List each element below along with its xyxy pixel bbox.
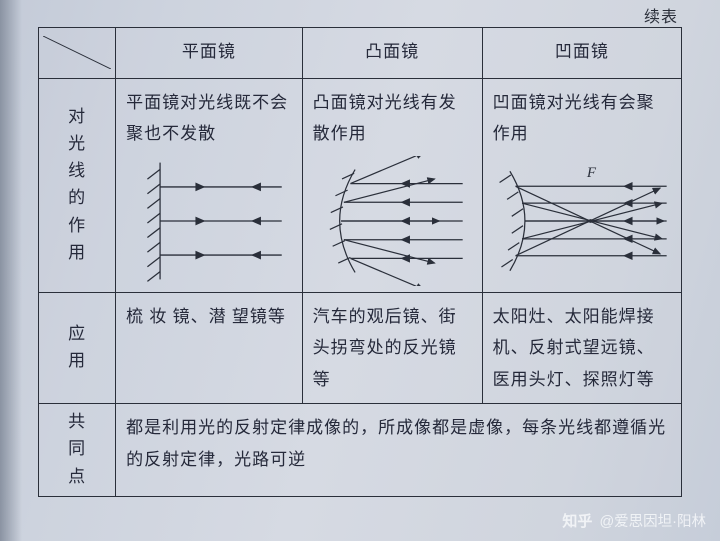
header-corner	[39, 28, 116, 79]
convex-mirror-diagram	[313, 156, 472, 286]
flat-effect-text: 平面镜对光线既不会聚也不发散	[126, 87, 291, 150]
page-shadow	[0, 0, 22, 541]
header-concave-mirror: 凹面镜	[482, 28, 681, 79]
watermark-author: @爱思因坦·阳林	[599, 510, 706, 531]
mirror-comparison-table: 平面镜 凸面镜 凹面镜 对光线的作用 平面镜对光线既不会聚也不发散	[38, 27, 682, 497]
cell-concave-application: 太阳灶、太阳能焊接机、反射式望远镜、医用头灯、探照灯等	[482, 292, 681, 403]
rowlabel-application: 应用	[39, 292, 116, 403]
rowlabel-common: 共同点	[39, 404, 116, 497]
table-header-row: 平面镜 凸面镜 凹面镜	[39, 28, 682, 79]
concave-effect-text: 凹面镜对光线有会聚作用	[493, 87, 671, 150]
zhihu-logo-icon: 知乎	[562, 510, 592, 531]
header-convex-mirror: 凸面镜	[302, 28, 482, 79]
cell-common-text: 都是利用光的反射定律成像的，所成像都是虚像，每条光线都遵循光的反射定律，光路可逆	[116, 404, 682, 497]
row-light-effect: 对光线的作用 平面镜对光线既不会聚也不发散	[39, 79, 682, 293]
rowlabel-light-effect: 对光线的作用	[39, 79, 116, 293]
cell-flat-effect: 平面镜对光线既不会聚也不发散	[116, 79, 302, 293]
convex-effect-text: 凸面镜对光线有发散作用	[313, 87, 472, 150]
focus-point-icon	[588, 219, 592, 223]
diagonal-split-icon	[43, 36, 111, 69]
cell-convex-application: 汽车的观后镜、街头拐弯处的反光镜等	[302, 292, 482, 403]
row-common: 共同点 都是利用光的反射定律成像的，所成像都是虚像，每条光线都遵循光的反射定律，…	[39, 404, 682, 497]
cell-concave-effect: 凹面镜对光线有会聚作用 F	[482, 79, 681, 293]
watermark: 知乎 @爱思因坦·阳林	[562, 510, 706, 531]
focus-label: F	[586, 165, 597, 181]
header-flat-mirror: 平面镜	[116, 28, 302, 79]
cell-flat-application: 梳 妆 镜、潜 望镜等	[116, 292, 302, 403]
cell-convex-effect: 凸面镜对光线有发散作用	[302, 79, 482, 293]
concave-mirror-diagram: F	[493, 156, 671, 286]
table-container: 平面镜 凸面镜 凹面镜 对光线的作用 平面镜对光线既不会聚也不发散	[38, 6, 682, 497]
row-application: 应用 梳 妆 镜、潜 望镜等 汽车的观后镜、街头拐弯处的反光镜等 太阳灶、太阳能…	[39, 292, 682, 403]
flat-mirror-diagram	[126, 156, 291, 286]
